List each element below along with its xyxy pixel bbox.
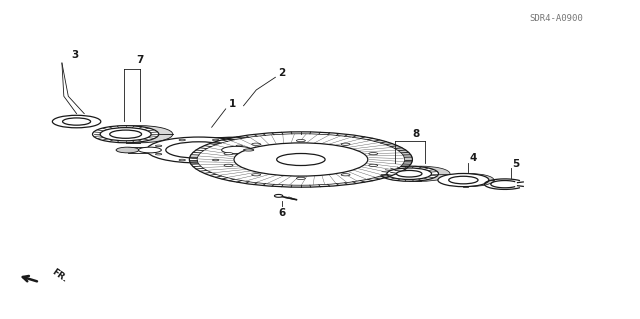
Ellipse shape: [296, 177, 305, 180]
Ellipse shape: [392, 166, 450, 181]
Ellipse shape: [369, 152, 378, 155]
Ellipse shape: [341, 174, 350, 176]
Ellipse shape: [369, 164, 378, 167]
Ellipse shape: [52, 115, 100, 128]
Ellipse shape: [156, 145, 162, 147]
Ellipse shape: [179, 159, 186, 161]
Text: 1: 1: [228, 99, 236, 109]
Text: FR.: FR.: [51, 267, 69, 284]
Ellipse shape: [234, 143, 368, 176]
Ellipse shape: [252, 143, 260, 145]
Text: 8: 8: [412, 129, 419, 139]
Ellipse shape: [106, 126, 173, 143]
Text: 7: 7: [136, 55, 144, 65]
Ellipse shape: [212, 139, 219, 141]
Text: SDR4-A0900: SDR4-A0900: [529, 14, 582, 23]
Ellipse shape: [380, 166, 438, 181]
Ellipse shape: [109, 130, 141, 138]
Ellipse shape: [276, 153, 325, 166]
Ellipse shape: [438, 174, 489, 187]
Ellipse shape: [396, 170, 422, 177]
Ellipse shape: [224, 164, 233, 167]
Ellipse shape: [236, 153, 243, 155]
Ellipse shape: [138, 147, 161, 153]
Ellipse shape: [236, 145, 243, 147]
Ellipse shape: [275, 195, 283, 197]
Ellipse shape: [93, 126, 159, 143]
Ellipse shape: [341, 143, 350, 145]
Text: 5: 5: [513, 159, 520, 169]
Ellipse shape: [212, 159, 219, 161]
Ellipse shape: [116, 147, 139, 153]
Ellipse shape: [224, 152, 233, 155]
Ellipse shape: [197, 134, 404, 185]
Text: 3: 3: [71, 50, 78, 60]
Ellipse shape: [387, 168, 431, 180]
Ellipse shape: [182, 137, 286, 163]
Ellipse shape: [252, 174, 260, 176]
Ellipse shape: [246, 146, 276, 154]
Text: 4: 4: [469, 153, 477, 163]
Text: 2: 2: [278, 68, 285, 78]
Text: 6: 6: [278, 208, 285, 218]
Ellipse shape: [179, 139, 186, 141]
Ellipse shape: [156, 153, 162, 155]
Ellipse shape: [212, 135, 413, 184]
Ellipse shape: [166, 142, 232, 158]
Ellipse shape: [243, 149, 254, 151]
Ellipse shape: [221, 146, 252, 154]
Ellipse shape: [443, 174, 494, 187]
Ellipse shape: [100, 128, 151, 141]
Ellipse shape: [296, 139, 305, 142]
Ellipse shape: [63, 118, 91, 125]
Ellipse shape: [449, 176, 478, 184]
Ellipse shape: [147, 137, 251, 163]
